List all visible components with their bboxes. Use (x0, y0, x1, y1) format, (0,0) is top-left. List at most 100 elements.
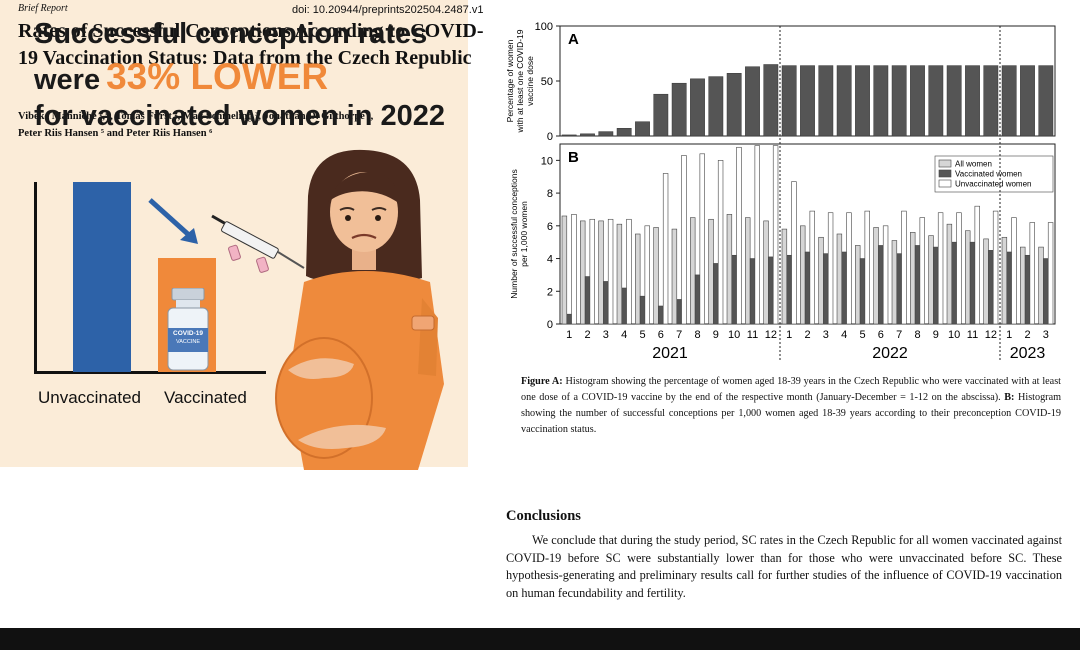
panel-a-bar (965, 65, 980, 137)
x-month-tick-label: 8 (694, 329, 700, 341)
panel-a-y-axis-label: Percentage of women (505, 39, 515, 122)
caption-label-b: B: (1004, 392, 1015, 403)
panel-b-y-tick-label: 4 (547, 254, 553, 266)
panel-b-bar-all-women (800, 225, 806, 325)
figure-panel-a: 0 50 100 A Percentage of women with at least … (505, 21, 1056, 143)
x-month-tick-label: 2 (1024, 329, 1030, 341)
panel-b-bar-unvaccinated (791, 181, 797, 325)
panel-b-bar-unvaccinated (882, 225, 889, 325)
x-month-tick-label: 11 (747, 329, 758, 341)
panel-a-bar (635, 121, 650, 137)
panel-a-bar (800, 65, 815, 137)
poster-label-vaccinated: Vaccinated (164, 388, 247, 407)
caption-label-a: Figure A: (521, 376, 563, 387)
panel-b-bar-all-women (616, 223, 623, 325)
panel-b-bar-vaccinated (566, 313, 572, 325)
panel-b-bar-all-women (910, 232, 916, 325)
panel-b-bar-vaccinated (658, 305, 664, 325)
panel-b-bar-unvaccinated (992, 210, 999, 325)
panel-a-bar (690, 78, 705, 137)
panel-a-y-tick-label: 0 (547, 131, 553, 143)
panel-b-bar-all-women (671, 228, 678, 325)
legend-label: All women (955, 160, 992, 169)
panel-b-bar-unvaccinated (772, 145, 779, 325)
panel-b-bar-all-women (708, 218, 714, 325)
poster-x-axis (34, 371, 266, 374)
panel-b-y-axis-label: per 1,000 women (519, 201, 529, 267)
legend-swatch (938, 159, 952, 168)
panel-b-bar-vaccinated (603, 281, 609, 325)
panel-b-bar-vaccinated (749, 258, 756, 325)
panel-a-bar (763, 64, 779, 137)
panel-b-bar-all-women (561, 215, 568, 325)
panel-b-bar-all-women (818, 236, 824, 325)
panel-b-bar-all-women (928, 235, 934, 325)
panel-b-bar-unvaccinated (846, 212, 852, 325)
poster-headline-line-3: for vaccinated women in 2022 (34, 100, 445, 132)
panel-a-y-axis-label: with at least one COVID-19 (515, 29, 525, 133)
panel-b-bar-all-women (580, 220, 586, 325)
poster-headline-highlight: 33% LOWER (106, 56, 329, 97)
figure-ab-chart: 0 50 100 A Percentage of women with at least … (505, 21, 1056, 362)
panel-b-bar-all-women (763, 220, 769, 325)
panel-b-bar-unvaccinated (736, 146, 742, 325)
x-month-tick-label: 2 (804, 329, 810, 341)
panel-a-bar (891, 65, 907, 137)
panel-b-bar-vaccinated (676, 299, 682, 325)
panel-b-letter: B (568, 149, 579, 166)
panel-b-bar-all-women (1020, 246, 1026, 325)
panel-b-bar-all-women (598, 220, 604, 325)
panel-b-bar-vaccinated (768, 256, 774, 325)
panel-b-bar-unvaccinated (809, 210, 815, 325)
panel-b-bar-vaccinated (1006, 251, 1012, 325)
panel-b-bar-vaccinated (988, 250, 994, 325)
panel-b-bar-all-women (891, 240, 898, 325)
panel-a-bar (855, 65, 870, 137)
panel-b-bar-vaccinated (823, 253, 829, 325)
panel-b-bar-unvaccinated (827, 212, 834, 325)
panel-a-bar (616, 128, 632, 137)
panel-b-bar-vaccinated (731, 254, 737, 325)
panel-b-bar-all-women (653, 227, 659, 325)
panel-a-bar (653, 93, 669, 137)
panel-a-letter: A (568, 31, 579, 48)
caption-text-a: Histogram showing the percentage of wome… (521, 376, 1061, 403)
figure-caption: Figure A: Histogram showing the percenta… (521, 374, 1061, 438)
panel-a-bar (1020, 65, 1035, 137)
panel-a-y-tick-label: 50 (541, 76, 553, 88)
panel-a-bar (598, 131, 614, 137)
x-month-tick-label: 9 (713, 329, 719, 341)
panel-b-bar-vaccinated (786, 254, 792, 325)
panel-b-bar-unvaccinated (626, 218, 632, 325)
legend-box (934, 155, 1054, 193)
panel-b-y-tick-label: 2 (547, 286, 553, 298)
conclusions-heading: Conclusions (506, 508, 581, 524)
poster-label-unvaccinated: Unvaccinated (38, 388, 142, 407)
doi-text[interactable]: doi: 10.20944/preprints202504.2487.v1 (292, 4, 484, 16)
panel-a-y-axis-label: vaccine dose (525, 56, 535, 106)
legend-label: Vaccinated women (955, 170, 1022, 179)
x-month-tick-label: 5 (639, 329, 645, 341)
panel-b-bar-unvaccinated (1011, 217, 1017, 325)
bottom-black-bar (0, 628, 1080, 650)
panel-b-bar-all-women (836, 233, 843, 325)
panel-b-bar-all-women (1001, 236, 1008, 325)
panel-b-bar-all-women (690, 217, 696, 325)
infographic-poster: Successful conception rates were 33% LOWE… (0, 0, 468, 470)
panel-b-bar-unvaccinated (1047, 222, 1054, 325)
panel-b-bar-vaccinated (933, 246, 939, 325)
panel-a-bar (983, 65, 999, 137)
panel-b-bar-unvaccinated (956, 212, 962, 325)
legend-swatch (938, 179, 952, 188)
panel-a-y-tick-label: 100 (535, 21, 553, 33)
panel-b-bar-unvaccinated (1029, 222, 1035, 325)
x-month-tick-label: 1 (1006, 329, 1012, 341)
panel-b-y-tick-label: 10 (541, 155, 553, 167)
panel-a-bar (928, 65, 944, 137)
panel-a-bar (580, 133, 595, 137)
panel-b-bar-vaccinated (969, 241, 976, 325)
panel-a-bar (726, 73, 742, 137)
panel-b-bar-unvaccinated (571, 214, 577, 325)
panel-b-bar-vaccinated (694, 274, 701, 325)
